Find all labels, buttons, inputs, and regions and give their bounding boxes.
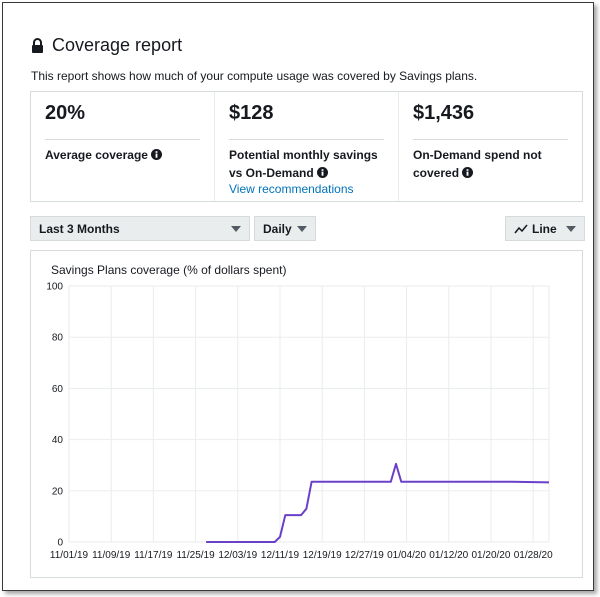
divider (413, 139, 568, 140)
lock-icon (32, 37, 43, 53)
stat-label-text: Potential monthly savings vs On-Demand (229, 148, 378, 180)
x-tick-label: 12/03/19 (218, 550, 257, 561)
date-range-dropdown[interactable]: Last 3 Months (30, 216, 250, 241)
view-recommendations-link[interactable]: View recommendations (229, 182, 354, 196)
stat-on-demand-spend: $1,436 On-Demand spend not covered (398, 92, 582, 201)
stat-value: $128 (229, 102, 274, 124)
chart-controls: Last 3 Months Daily Line (30, 216, 585, 242)
chart-type-label: Line (514, 222, 557, 236)
stat-label-text: Average coverage (45, 148, 148, 162)
report-header: Coverage report (31, 35, 182, 56)
chart-canvas: 0 20 40 60 80 100 11/01/19 11/09/19 11/17/19 11/2… (46, 282, 553, 562)
x-tick-label: 01/28/20 (514, 550, 553, 561)
caret-down-icon (297, 225, 307, 232)
x-tick-label: 01/20/20 (472, 550, 511, 561)
x-tick-label: 11/09/19 (92, 550, 131, 561)
stat-average-coverage: 20% Average coverage (31, 92, 214, 201)
divider (45, 139, 200, 140)
y-tick-label: 40 (52, 435, 64, 446)
stat-value: 20% (45, 102, 86, 124)
y-tick-label: 60 (52, 384, 64, 395)
x-tick-label: 12/19/19 (303, 550, 342, 561)
y-tick-label: 100 (46, 282, 63, 293)
caret-down-icon (566, 225, 576, 232)
chart-type-value: Line (532, 221, 557, 236)
divider (229, 139, 384, 140)
window-frame: Coverage report This report shows how mu… (2, 2, 594, 591)
x-tick-label: 11/25/19 (176, 550, 215, 561)
caret-down-icon (231, 225, 241, 232)
x-tick-label: 01/12/20 (429, 550, 468, 561)
y-tick-label: 20 (52, 486, 64, 497)
stat-label: On-Demand spend not covered (413, 146, 568, 182)
info-icon[interactable] (150, 149, 162, 160)
info-icon[interactable] (462, 167, 474, 178)
stat-label: Average coverage (45, 146, 200, 164)
chart-type-dropdown[interactable]: Line (505, 216, 585, 241)
y-tick-label: 0 (57, 538, 63, 549)
x-tick-label: 11/01/19 (50, 550, 89, 561)
date-range-value: Last 3 Months (39, 221, 120, 236)
x-tick-label: 12/11/19 (261, 550, 300, 561)
x-tick-label: 01/04/20 (387, 550, 426, 561)
page-title: Coverage report (52, 35, 183, 55)
granularity-value: Daily (263, 221, 292, 236)
x-tick-label: 12/27/19 (345, 550, 384, 561)
info-icon[interactable] (316, 167, 328, 178)
granularity-dropdown[interactable]: Daily (254, 216, 316, 241)
coverage-series-line (206, 462, 550, 543)
coverage-report-panel: Coverage report This report shows how mu… (15, 15, 585, 581)
stat-label-text: On-Demand spend not covered (413, 148, 542, 180)
y-tick-label: 80 (52, 333, 64, 344)
stat-value: $1,436 (413, 102, 475, 124)
chart-title: Savings Plans coverage (% of dollars spe… (51, 263, 287, 277)
line-chart-icon (514, 224, 528, 233)
x-tick-label: 11/17/19 (134, 550, 173, 561)
stat-potential-savings: $128 Potential monthly savings vs On-Dem… (214, 92, 398, 201)
report-description: This report shows how much of your compu… (31, 69, 478, 83)
coverage-chart: Savings Plans coverage (% of dollars spe… (30, 250, 583, 578)
summary-stats: 20% Average coverage $128 Potential mont… (30, 91, 583, 202)
stat-label: Potential monthly savings vs On-Demand (229, 146, 384, 182)
